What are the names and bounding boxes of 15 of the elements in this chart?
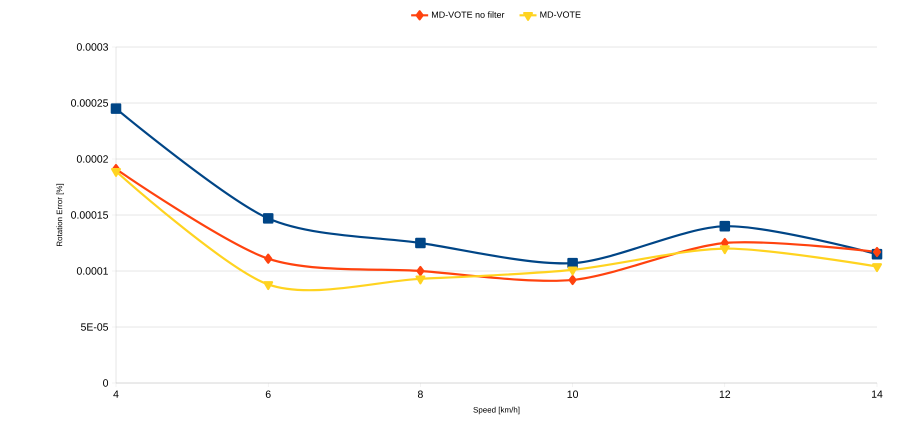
y-tick-label: 0 (103, 379, 108, 387)
legend-label: MD-VOTE no filter (432, 11, 504, 18)
y-tick-label: 0.00025 (71, 99, 108, 107)
x-tick-label: 4 (113, 390, 119, 398)
legend-label: MD-VOTE (540, 11, 581, 18)
x-tick-label: 10 (568, 390, 578, 398)
y-tick-label: 0.0002 (76, 155, 108, 163)
x-tick-label: 14 (872, 390, 883, 398)
y-tick-label: 5E-05 (80, 323, 108, 331)
y-tick-label: 0.0003 (76, 43, 108, 51)
y-tick-label: 0.0001 (76, 267, 108, 275)
x-tick-label: 8 (418, 390, 423, 398)
y-tick-label: 0.00015 (71, 211, 108, 219)
x-tick-label: 12 (720, 390, 730, 398)
x-tick-label: 6 (266, 390, 271, 398)
